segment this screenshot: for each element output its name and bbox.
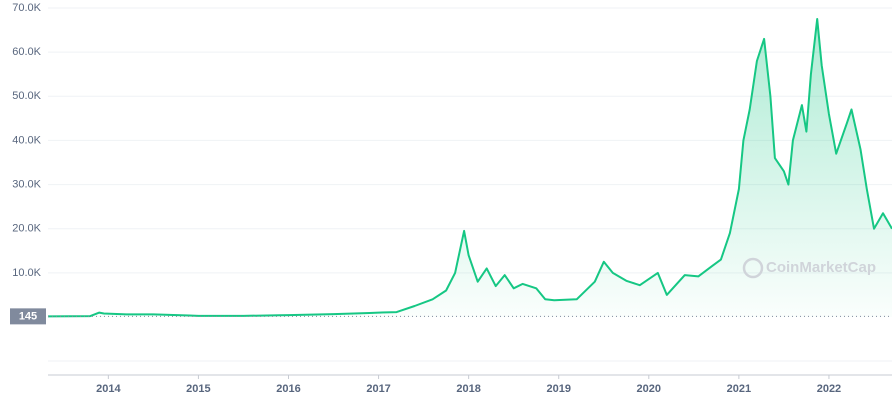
- x-tick-label: 2016: [276, 383, 300, 395]
- watermark-logo: [742, 257, 764, 279]
- watermark: CoinMarketCap: [766, 259, 876, 276]
- y-tick-label: 50.0K: [12, 90, 41, 102]
- y-tick-label: 30.0K: [12, 178, 41, 190]
- x-tick-label: 2014: [96, 383, 121, 395]
- x-tick-label: 2015: [186, 383, 210, 395]
- x-tick-label: 2022: [817, 383, 841, 395]
- x-tick-label: 2020: [637, 383, 661, 395]
- x-tick-label: 2021: [727, 383, 751, 395]
- y-tick-label: 10.0K: [12, 267, 41, 279]
- price-line: [47, 18, 892, 318]
- y-tick-label: 40.0K: [12, 134, 41, 146]
- x-tick-label: 2019: [546, 383, 570, 395]
- y-tick-label: 60.0K: [12, 46, 41, 58]
- x-tick-label: 2017: [366, 383, 390, 395]
- y-tick-label: 70.0K: [12, 2, 41, 14]
- reference-badge: [10, 308, 46, 325]
- x-tick-label: 2018: [456, 383, 480, 395]
- area: [48, 19, 892, 317]
- y-tick-label: 20.0K: [12, 223, 41, 235]
- reference-label: 145: [19, 310, 37, 322]
